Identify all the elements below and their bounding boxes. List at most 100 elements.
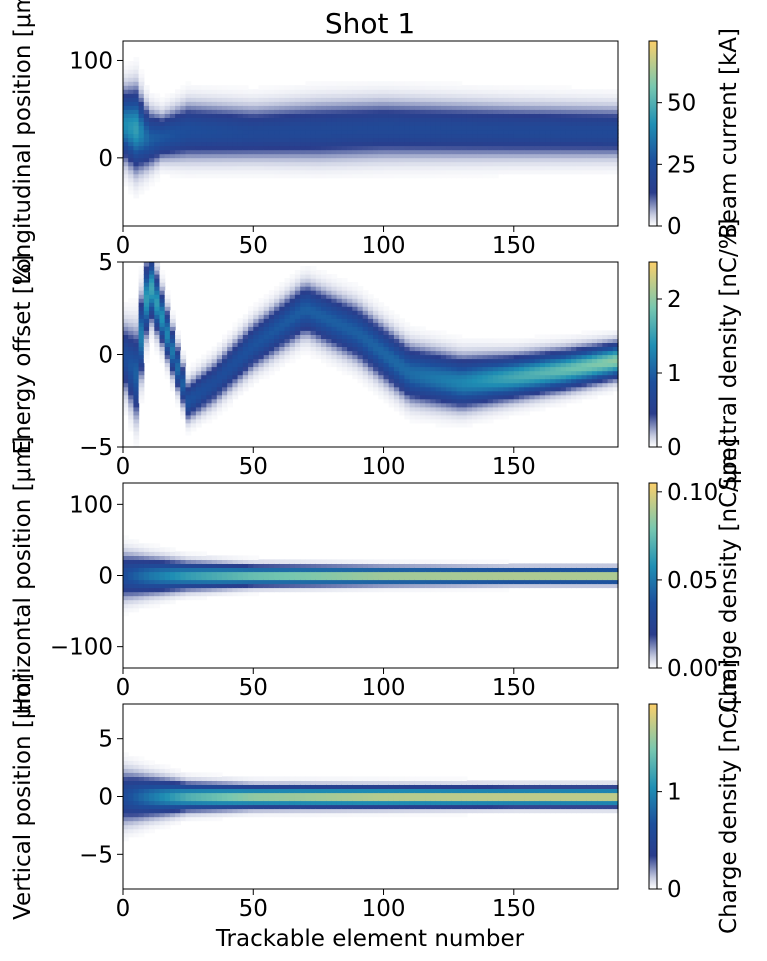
heatmap-cell [321,137,327,143]
heatmap-cell [305,282,312,287]
heatmap-cell [138,551,145,556]
heatmap-cell [383,101,390,106]
heatmap-cell [435,579,442,585]
heatmap-cell [399,169,405,175]
heatmap-cell [331,322,338,327]
heatmap-cell [341,310,348,315]
heatmap-cell [373,145,379,151]
heatmap-cell [466,366,473,372]
heatmap-cell [253,173,260,179]
heatmap-cell [253,362,260,368]
heatmap-cell [399,330,405,335]
heatmap-cell [180,559,187,564]
heatmap-cell [524,113,530,118]
heatmap-cell [466,129,473,135]
heatmap-cell [466,422,473,428]
heatmap-cell [482,133,489,139]
heatmap-cell [466,101,473,106]
heatmap-cell [404,133,411,139]
heatmap-cell [175,89,181,94]
heatmap-cell [555,133,562,139]
heatmap-cell [315,294,322,299]
heatmap-cell [206,390,213,396]
heatmap-cell [399,362,405,368]
heatmap-cell [420,350,426,356]
heatmap-cell [175,141,181,147]
heatmap-cell [477,366,484,372]
heatmap-cell [555,398,562,404]
heatmap-cell [466,414,473,420]
heatmap-cell [576,358,583,364]
heatmap-cell [206,89,213,94]
heatmap-cell [300,338,306,343]
heatmap-cell [399,161,405,167]
heatmap-cell [440,141,447,147]
heatmap-cell [482,153,489,159]
heatmap-cell [446,567,452,573]
heatmap-cell [274,125,280,131]
heatmap-cell [169,587,176,593]
heatmap-cell [289,157,296,163]
heatmap-cell [378,378,385,384]
heatmap-cell [430,117,437,122]
heatmap-cell [430,587,437,593]
heatmap-cell [341,354,348,360]
heatmap-cell [216,563,223,568]
heatmap-cell [347,81,353,86]
heatmap-cell [503,169,510,175]
heatmap-cell [227,330,233,335]
heatmap-cell [216,93,223,98]
heatmap-cell [487,129,494,135]
heatmap-cell [128,181,134,187]
heatmap-cell [154,571,161,577]
heatmap-cell [133,57,140,62]
heatmap-cell [143,603,150,609]
heatmap-cell [321,274,327,279]
heatmap-cell [289,93,296,98]
heatmap-cell [284,141,291,147]
heatmap-cell [180,555,187,560]
heatmap-cell [477,105,484,110]
heatmap-cell [300,165,306,171]
heatmap-cell [430,346,437,352]
heatmap-cell [143,318,150,323]
heatmap-cell [498,394,504,400]
heatmap-cell [492,350,499,356]
heatmap-cell [143,113,150,118]
heatmap-cell [300,567,306,573]
heatmap-cell [404,149,411,155]
heatmap-cell [310,121,317,126]
heatmap-cell [378,302,385,307]
heatmap-cell [555,370,562,376]
heatmap-cell [545,97,551,102]
heatmap-cell [420,85,426,90]
heatmap-cell [425,93,431,98]
heatmap-cell [310,579,317,585]
heatmap-cell [487,378,494,384]
heatmap-cell [206,169,213,175]
heatmap-cell [216,362,223,368]
heatmap-cell [190,137,197,143]
heatmap-cell [472,153,478,159]
heatmap-cell [211,141,218,147]
heatmap-cell [602,165,609,171]
heatmap-cell [367,362,374,368]
heatmap-cell [388,109,395,114]
heatmap-cell [524,85,530,90]
heatmap-cell [581,378,588,384]
heatmap-cell [274,157,280,163]
heatmap-cell [143,587,150,593]
heatmap-cell [263,109,270,114]
heatmap-cell [331,310,338,315]
heatmap-cell [216,137,223,143]
heatmap-cell [175,374,181,380]
heatmap-cell [456,398,463,404]
heatmap-cell [373,583,379,589]
heatmap-cell [565,342,572,347]
heatmap-cell [206,370,213,376]
heatmap-cell [409,165,416,171]
heatmap-cell [560,165,567,171]
heatmap-cell [336,133,343,139]
heatmap-cell [425,109,431,114]
heatmap-cell [159,334,166,339]
